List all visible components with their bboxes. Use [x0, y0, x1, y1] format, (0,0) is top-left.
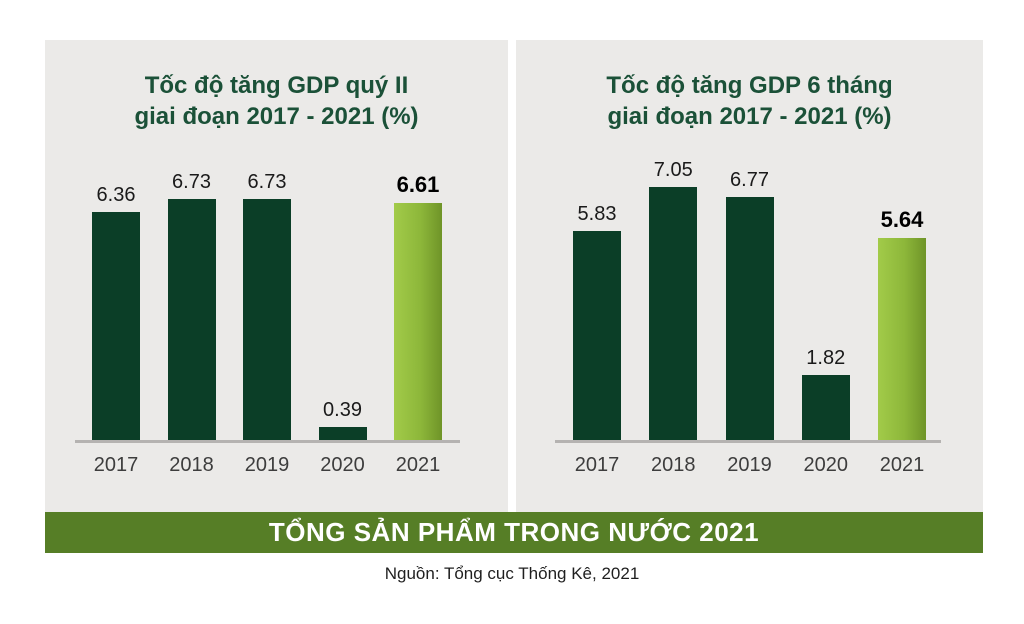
bar-group-2019: 6.73: [243, 171, 291, 441]
bar-group-2018: 7.05: [649, 159, 698, 441]
value-label: 5.83: [577, 203, 617, 225]
x-axis-line: [75, 440, 460, 443]
x-axis-tick-label: 2020: [803, 454, 849, 476]
bars-area: 5.83 7.05 6.77 1.82 5.64: [573, 40, 926, 441]
bar-highlight: [394, 203, 442, 441]
bar-group-2021: 6.61: [394, 172, 442, 441]
x-axis-line: [555, 440, 941, 443]
x-axis-tick-label: 2020: [320, 454, 365, 476]
value-label: 6.73: [247, 171, 287, 193]
bar-highlight: [878, 238, 926, 441]
value-label: 6.61: [396, 172, 440, 197]
bar-group-2020: 1.82: [801, 347, 850, 441]
value-label: 7.05: [653, 159, 693, 181]
chart-title-line1: Tốc độ tăng GDP 6 tháng: [606, 72, 893, 99]
x-axis-tick-label: 2021: [395, 454, 441, 476]
x-axis-tick-label: 2018: [651, 454, 696, 476]
x-axis-labels: 2017 2018 2019 2020 2021: [92, 454, 442, 477]
chart-title-line2: giai đoạn 2017 - 2021 (%): [134, 103, 419, 130]
chart-title-line1: Tốc độ tăng GDP quý II: [144, 72, 409, 99]
chart-title: Tốc độ tăng GDP quý II giai đoạn 2017 - …: [45, 70, 508, 132]
bar: [801, 375, 850, 441]
x-axis-tick-label: 2019: [727, 454, 772, 476]
bar: [92, 212, 140, 441]
banner-title: TỔNG SẢN PHẨM TRONG NƯỚC 2021: [45, 512, 983, 553]
bar-group-2020: 0.39: [318, 399, 367, 441]
chart-title-line2: giai đoạn 2017 - 2021 (%): [607, 103, 892, 130]
value-label: 6.73: [172, 171, 211, 193]
source-caption: Nguồn: Tổng cục Thống Kê, 2021: [384, 564, 640, 583]
bar-group-2019: 6.77: [725, 169, 774, 441]
x-axis-tick-label: 2017: [93, 454, 139, 476]
x-axis-tick-label: 2021: [879, 454, 925, 476]
chart-panel-gdp-6months: Tốc độ tăng GDP 6 tháng giai đoạn 2017 -…: [516, 40, 983, 512]
bar-group-2017: 5.83: [573, 203, 621, 441]
bar: [318, 427, 367, 441]
bar-group-2021: 5.64: [878, 207, 926, 441]
value-label: 0.39: [323, 399, 362, 421]
value-label: 6.77: [730, 169, 769, 191]
bar-group-2017: 6.36: [92, 184, 140, 441]
x-axis-tick-label: 2019: [244, 454, 290, 476]
value-label: 5.64: [880, 207, 924, 232]
bar: [573, 231, 621, 441]
bar: [725, 197, 774, 441]
chart-title: Tốc độ tăng GDP 6 tháng giai đoạn 2017 -…: [516, 70, 983, 132]
value-label: 6.36: [96, 184, 136, 206]
x-axis-tick-label: 2018: [169, 454, 214, 476]
bars-area: 6.36 6.73 6.73 0.39 6.61: [92, 40, 442, 441]
value-label: 1.82: [806, 347, 846, 369]
bar: [167, 199, 216, 441]
chart-panel-gdp-quarter2: Tốc độ tăng GDP quý II giai đoạn 2017 - …: [45, 40, 508, 512]
bar: [243, 199, 291, 441]
x-axis-tick-label: 2017: [574, 454, 620, 476]
bar-group-2018: 6.73: [167, 171, 216, 441]
x-axis-labels: 2017 2018 2019 2020 2021: [573, 454, 926, 477]
bar: [649, 187, 698, 441]
